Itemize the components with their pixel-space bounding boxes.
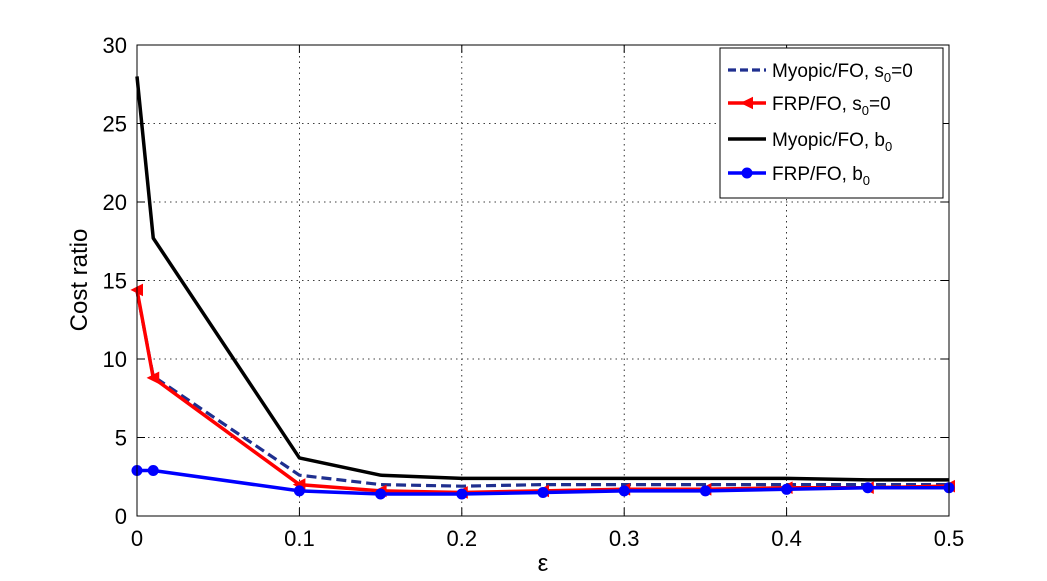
y-tick-label: 5	[115, 426, 127, 451]
x-tick-label: 0.5	[934, 526, 965, 551]
x-tick-label: 0.1	[284, 526, 315, 551]
data-point	[537, 486, 549, 498]
legend-marker	[741, 167, 753, 179]
y-axis-tick-labels: 0 5 10 15 20 25 30	[103, 33, 127, 529]
y-tick-label: 25	[103, 112, 127, 137]
data-point	[375, 488, 387, 500]
series-line-1	[135, 291, 949, 488]
x-tick-label: 0	[131, 526, 143, 551]
series-layer	[130, 76, 955, 500]
y-axis-label: Cost ratio	[66, 229, 93, 332]
data-point	[618, 485, 630, 497]
y-tick-label: 15	[103, 269, 127, 294]
legend-marker	[740, 96, 753, 110]
x-axis-tick-labels: 0 0.1 0.2 0.3 0.4 0.5	[131, 526, 964, 551]
data-point	[456, 488, 468, 500]
x-tick-label: 0.4	[771, 526, 802, 551]
legend-entry-4: FRP/FO, b0	[728, 164, 870, 188]
y-tick-label: 20	[103, 190, 127, 215]
x-axis-label: ε	[538, 550, 549, 577]
x-tick-label: 0.2	[447, 526, 478, 551]
data-point	[293, 485, 305, 497]
data-point	[147, 464, 159, 476]
y-tick-label: 30	[103, 33, 127, 58]
legend-entry-2: FRP/FO, s0=0	[728, 94, 891, 118]
legend-entry-3: Myopic/FO, b0	[728, 130, 892, 154]
axis-ticks	[136, 44, 950, 517]
legend-label: Myopic/FO, b0	[772, 130, 892, 154]
legend-label: FRP/FO, b0	[772, 164, 870, 188]
series-4	[131, 464, 955, 500]
series-line-3	[135, 76, 949, 482]
legend: Myopic/FO, s0=0 FRP/FO, s0=0 Myopic/FO, b0…	[719, 47, 944, 199]
legend-label: Myopic/FO, s0=0	[772, 61, 913, 85]
y-tick-label: 10	[103, 347, 127, 372]
series-1	[135, 291, 949, 488]
series-3	[135, 76, 949, 482]
data-point	[146, 371, 160, 385]
data-point	[699, 485, 711, 497]
data-point	[862, 482, 874, 494]
y-tick-label: 0	[115, 504, 127, 529]
legend-label: FRP/FO, s0=0	[772, 94, 891, 118]
data-point	[781, 483, 793, 495]
x-tick-label: 0.3	[609, 526, 640, 551]
legend-box	[719, 47, 944, 199]
legend-entry-1: Myopic/FO, s0=0	[728, 61, 913, 85]
